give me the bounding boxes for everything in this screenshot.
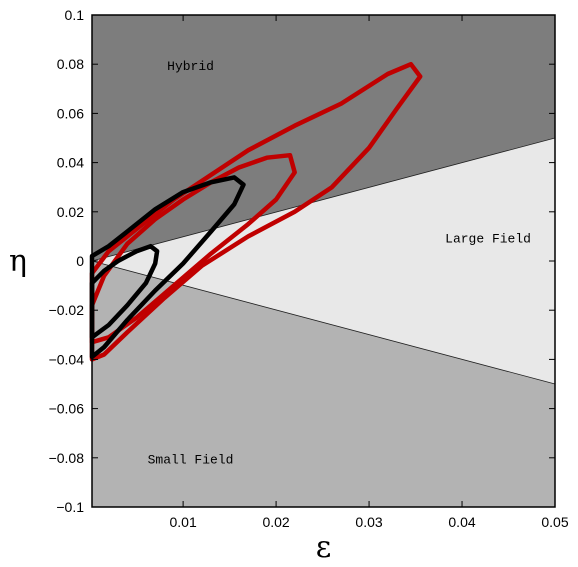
- x-tick-label: 0.05: [541, 514, 568, 530]
- boundary-line-2: [91, 260, 556, 385]
- x-tick-label: 0.02: [262, 514, 289, 530]
- boundary-line-1: [91, 137, 556, 262]
- region-label-large-field: Large Field: [445, 231, 531, 246]
- boundary-lines-layer: [91, 137, 556, 385]
- y-tick-label: 0.08: [57, 56, 84, 72]
- region-small-field: [92, 261, 555, 507]
- y-tick-label: −0.06: [49, 401, 85, 417]
- y-tick-label: 0: [76, 253, 84, 269]
- y-tick-label: 0.02: [57, 204, 84, 220]
- contours-layer: [89, 61, 423, 362]
- x-tick-label: 0.03: [355, 514, 382, 530]
- y-tick-label: 0.06: [57, 105, 84, 121]
- red-contour-outer: [89, 61, 423, 362]
- x-tick-label: 0.04: [448, 514, 475, 530]
- x-tick-label: 0.01: [169, 514, 196, 530]
- black-contour-inner: [89, 243, 160, 340]
- y-tick-label: −0.04: [49, 351, 85, 367]
- y-tick-label: 0.1: [65, 7, 85, 23]
- y-tick-label: 0.04: [57, 155, 84, 171]
- y-tick-label: −0.08: [49, 450, 85, 466]
- x-axis-label: ε: [316, 530, 332, 565]
- region-labels-layer: Hybrid Large Field Small Field: [148, 59, 531, 468]
- black-contour-outer: [89, 175, 246, 360]
- y-tick-label: −0.1: [56, 499, 84, 515]
- red-contour-inner: [89, 152, 297, 345]
- y-tick-label: −0.02: [49, 302, 85, 318]
- region-large-field: [92, 138, 555, 384]
- regions-layer: [92, 15, 555, 507]
- ticks-layer: 0.01 0.02 0.03 0.04 0.05 −0.1 −0.08 −0.06 −0.04 −…: [49, 7, 569, 530]
- region-label-hybrid: Hybrid: [167, 59, 214, 74]
- y-axis-label: η: [9, 244, 27, 279]
- region-hybrid: [92, 15, 555, 261]
- region-label-small-field: Small Field: [148, 453, 234, 468]
